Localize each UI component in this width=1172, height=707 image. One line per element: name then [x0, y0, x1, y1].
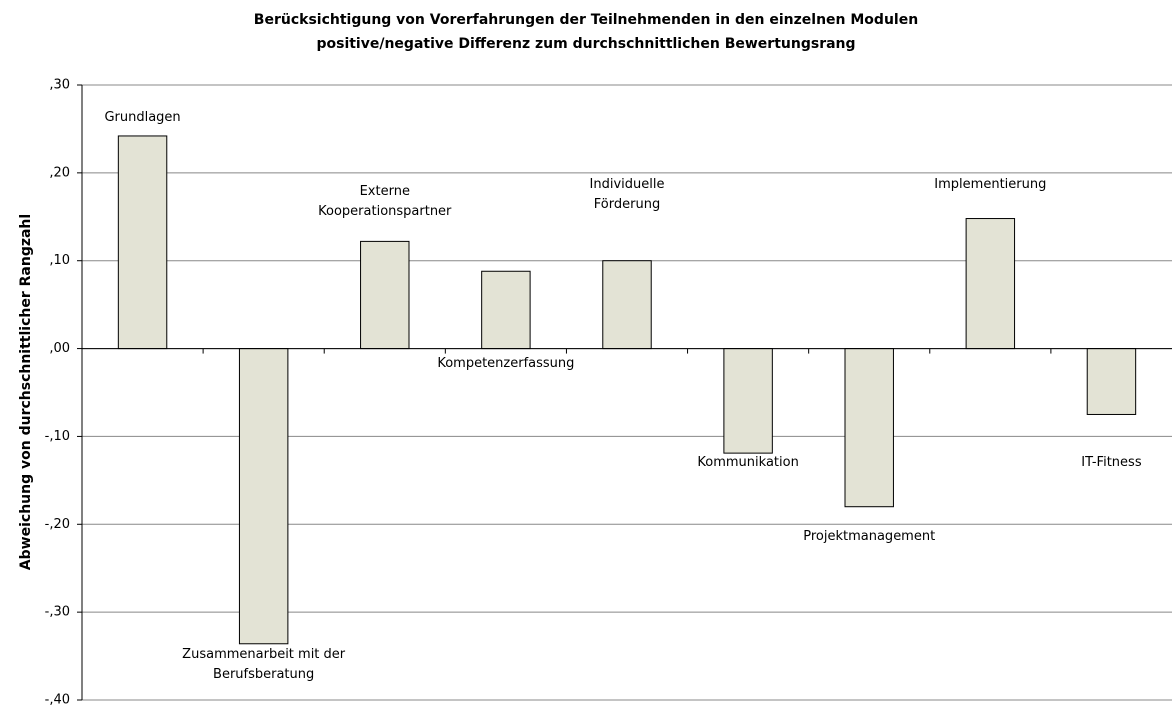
y-tick-label: ,20 [49, 165, 70, 180]
y-tick-label: -,40 [45, 693, 70, 707]
bar [965, 218, 1016, 350]
bar [238, 348, 289, 645]
bar [360, 240, 410, 350]
y-tick-label: ,10 [49, 253, 70, 268]
y-tick-label: -,20 [45, 517, 70, 532]
bar [844, 348, 894, 508]
y-tick-label: ,30 [49, 78, 70, 93]
category-label: IT-Fitness [1081, 455, 1142, 470]
y-tick-label: -,10 [45, 429, 70, 444]
category-label: Grundlagen [104, 110, 181, 125]
category-label: Zusammenarbeit mit der Berufsberatung [182, 647, 346, 682]
chart-subtitle: positive/negative Differenz zum durchsch… [316, 36, 856, 52]
category-label: Individuelle Förderung [589, 177, 665, 212]
bar [1086, 348, 1137, 415]
category-label: Kompetenzerfassung [437, 356, 575, 371]
category-label: Externe Kooperationspartner [318, 184, 452, 219]
y-tick-label: -,30 [45, 605, 70, 620]
category-label: Implementierung [934, 177, 1047, 192]
category-label: Projektmanagement [803, 529, 936, 544]
category-label: Kommunikation [697, 455, 799, 470]
y-tick-label: ,00 [49, 341, 70, 356]
chart-title: Berücksichtigung von Vorerfahrungen der … [253, 12, 919, 28]
bar [481, 270, 531, 350]
y-axis-label: Abweichung von durchschnittlicher Rangza… [18, 214, 34, 570]
bar [723, 348, 773, 454]
bar [117, 135, 168, 350]
bar [602, 260, 652, 350]
